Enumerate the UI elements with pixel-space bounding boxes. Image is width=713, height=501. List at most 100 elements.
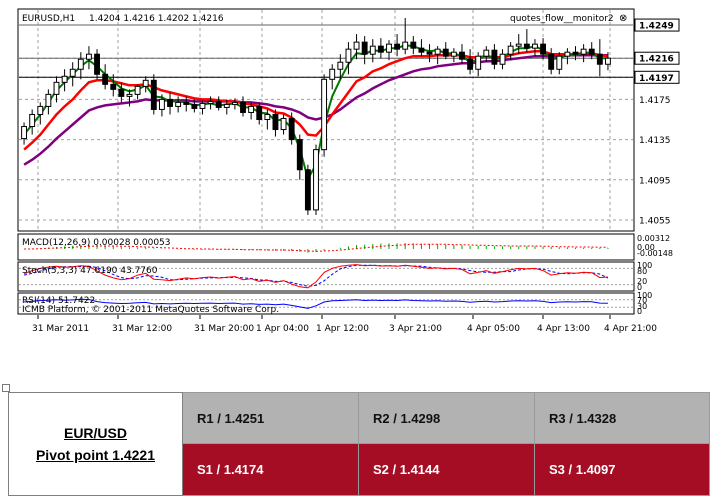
stoch-label: Stoch(5,3,3) 47.6190 43.7760 — [22, 266, 158, 276]
time-tick-label: 3 Apr 21:00 — [389, 324, 442, 334]
price-tag-box — [634, 18, 680, 32]
price-tick-label: 1.4249 — [639, 22, 674, 32]
time-tick-label: 1 Apr 12:00 — [316, 324, 369, 334]
price-tick-label: 1.4055 — [639, 216, 671, 226]
candle — [288, 117, 295, 141]
candle — [329, 68, 336, 80]
candle — [134, 85, 141, 95]
time-tick-label: 31 Mar 12:00 — [112, 324, 172, 334]
ohlc-label: 1.4204 1.4216 1.4202 1.4216 — [89, 14, 224, 24]
candle — [556, 55, 563, 70]
candle — [442, 48, 449, 57]
candle — [118, 88, 125, 97]
price-tag-box — [634, 51, 680, 65]
candle — [280, 117, 287, 131]
price-tick-label: 1.4175 — [639, 96, 671, 106]
candle — [240, 101, 246, 113]
candle — [532, 43, 538, 49]
copyright-label: ICMB Platform, © 2001-2011 MetaQuotes So… — [22, 305, 279, 315]
price-tick-label: 1.4197 — [639, 74, 674, 84]
rsi-plot — [19, 298, 633, 309]
pivot-point-label: Pivot point 1.4221 — [35, 447, 156, 463]
stoch-tick-label: 100 — [637, 261, 652, 270]
candle — [491, 49, 498, 65]
symbol-label: EURUSD,H1 — [22, 14, 75, 24]
candle — [572, 51, 579, 55]
candle — [126, 93, 133, 97]
candle — [207, 100, 214, 104]
price-tag-box — [634, 70, 680, 84]
indicator-label: quotes_flow__monitor2 — [510, 14, 614, 24]
s2-cell: S2 / 1.4144 — [358, 443, 535, 496]
candle — [394, 43, 401, 50]
candle — [475, 55, 482, 70]
candle — [377, 45, 384, 53]
price-level-lines — [19, 24, 633, 78]
candle — [450, 51, 457, 57]
pivot-table: EUR/USD Pivot point 1.4221 R1 / 1.4251 R… — [8, 392, 710, 496]
candle — [94, 53, 100, 75]
candle — [515, 43, 522, 47]
pair-cell: EUR/USD Pivot point 1.4221 — [8, 392, 183, 496]
close-icon[interactable]: ⊗ — [619, 13, 627, 24]
stoch-tick-label: 80 — [637, 267, 647, 276]
candle — [110, 83, 117, 90]
candle — [507, 45, 514, 55]
s3-cell: S3 / 1.4097 — [534, 443, 710, 496]
pair-label: EUR/USD — [63, 425, 127, 441]
table-anchor-icon[interactable] — [2, 384, 10, 392]
candle — [386, 43, 392, 53]
r3-cell: R3 / 1.4328 — [534, 392, 710, 444]
candle — [426, 51, 433, 55]
macd-panel-frame — [17, 233, 635, 261]
stoch-panel-frame — [17, 261, 635, 292]
candle — [361, 41, 368, 55]
candle — [248, 105, 255, 113]
candle — [564, 51, 571, 57]
rsi-panel-frame — [17, 292, 635, 315]
candle — [167, 98, 173, 107]
candle — [142, 79, 149, 87]
candle — [353, 41, 360, 50]
r2-cell: R2 / 1.4298 — [358, 392, 535, 444]
time-tick-label: 4 Apr 05:00 — [467, 324, 520, 334]
s1-cell: S1 / 1.4174 — [182, 443, 359, 496]
candle — [483, 49, 490, 57]
macd-label: MACD(12,26,9) 0.00028 0.00053 — [22, 238, 171, 248]
candle — [175, 101, 182, 107]
time-tick-label: 1 Apr 04:00 — [256, 324, 309, 334]
candle — [231, 101, 238, 105]
candle — [588, 48, 595, 55]
candle — [215, 100, 222, 108]
candle — [304, 169, 311, 211]
rsi-tick-label: 100 — [637, 291, 652, 300]
stoch-signal-line — [23, 264, 609, 287]
candle — [77, 58, 84, 70]
candle — [158, 98, 165, 110]
candle — [45, 93, 52, 107]
candle — [313, 149, 319, 211]
candle — [199, 102, 206, 109]
candle — [296, 139, 303, 171]
macd-tick-label: 0.00 — [637, 243, 655, 252]
candle — [102, 73, 109, 85]
stoch-tick-label: 20 — [637, 277, 647, 286]
candle — [29, 113, 36, 128]
rsi-line — [24, 298, 608, 309]
candle — [337, 61, 344, 70]
price-tick-label: 1.4135 — [639, 136, 671, 146]
candle — [345, 48, 352, 63]
candle — [150, 79, 157, 110]
rsi-tick-label: 30 — [637, 302, 647, 311]
time-tick-label: 31 Mar 20:00 — [194, 324, 254, 334]
candle — [21, 126, 27, 140]
candle — [596, 53, 603, 65]
price-tick-label: 1.4095 — [639, 176, 671, 186]
time-axis: 31 Mar 2011 31 Mar 12:00 31 Mar 20:00 1 Apr… — [32, 315, 657, 334]
stoch-plot — [19, 264, 633, 289]
candle — [272, 113, 279, 131]
candle — [410, 41, 417, 49]
candle — [183, 101, 190, 105]
price-axis: 1.4249 1.4216 1.4197 1.4175 1.4135 1.4095 1.40… — [634, 18, 680, 226]
